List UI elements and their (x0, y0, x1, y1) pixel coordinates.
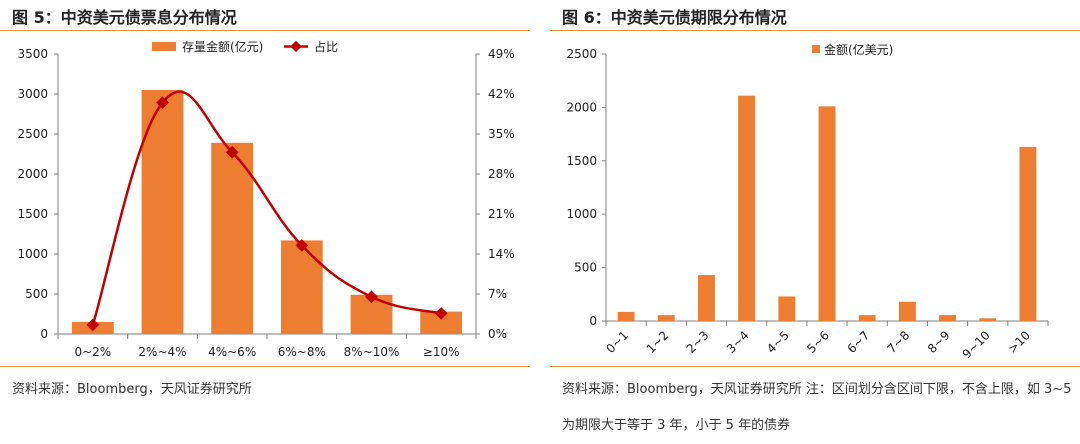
bar-amount (617, 311, 635, 321)
bar-amount (818, 106, 836, 321)
y-tick-label: 1500 (566, 154, 597, 168)
y-tick-label: 0 (589, 314, 597, 328)
bar-amount (898, 301, 916, 321)
bar-stock-amount (211, 142, 254, 334)
x-tick-label: 9~10 (960, 328, 993, 361)
figure-6-source: 资料来源：Bloomberg，天风证券研究所 注：区间划分含区间下限，不含上限，… (562, 382, 1072, 433)
bar-amount (657, 315, 675, 321)
bar-amount (979, 318, 997, 321)
figure-5-panel: 图 5：中资美元债票息分布情况 0 500 1000 1500 2000 2500 3000… (0, 0, 530, 430)
x-tick-label: 4~5 (764, 328, 792, 356)
share-point-marker (86, 318, 100, 332)
left-y-tick-label: 2500 (17, 127, 48, 141)
left-y-tick-label: 1000 (17, 247, 48, 261)
x-tick-label: 0~2% (74, 345, 111, 359)
x-tick-label: 8~9 (925, 328, 953, 356)
left-y-tick-label: 2000 (17, 167, 48, 181)
right-y-tick-label: 42% (488, 87, 515, 101)
bar-amount (698, 275, 715, 321)
legend-bar-swatch (152, 42, 176, 51)
share-point-marker (434, 307, 448, 320)
x-tick-label: 2%~4% (138, 345, 186, 359)
figure-6-bottom-rule (550, 366, 1080, 367)
figure-6-panel: 图 6：中资美元债期限分布情况 0 500 1000 1500 2000 2500 0~1 1… (550, 0, 1080, 433)
legend-swatch (812, 45, 820, 53)
x-tick-label: >10 (1005, 328, 1033, 356)
bar-amount (1019, 146, 1037, 321)
x-tick-label: 1~2 (644, 328, 672, 356)
legend-label: 金额(亿美元) (824, 42, 893, 57)
right-y-tick-label: 14% (488, 247, 515, 261)
legend-line-label: 占比 (314, 39, 338, 54)
share-point-marker (295, 239, 309, 252)
x-tick-label: ≥10% (423, 345, 460, 359)
figure-6-top-rule (550, 30, 1080, 31)
right-y-tick-label: 49% (488, 47, 515, 61)
bar-amount (778, 296, 796, 321)
x-tick-label: 0~1 (603, 328, 631, 356)
figure-5-top-rule (0, 30, 530, 31)
right-y-tick-label: 35% (488, 127, 515, 141)
coupon-distribution-chart: 0 500 1000 1500 2000 2500 3000 3500 0% 7% 14% 21% 28… (17, 39, 515, 359)
x-tick-label: 3~4 (724, 328, 752, 356)
left-y-tick-label: 500 (25, 287, 48, 301)
share-point-marker (365, 290, 378, 304)
bar-stock-amount (280, 240, 323, 334)
figure-6-title: 图 6：中资美元债期限分布情况 (562, 8, 787, 27)
y-tick-label: 2500 (566, 47, 597, 61)
left-y-tick-label: 3500 (17, 47, 48, 61)
legend-line-marker (290, 40, 302, 53)
bar-amount (858, 315, 876, 321)
right-y-tick-label: 21% (488, 207, 515, 221)
left-y-tick-label: 0 (40, 327, 48, 341)
x-tick-label: 6%~8% (278, 345, 326, 359)
figure-5-title: 图 5：中资美元债票息分布情况 (12, 8, 237, 27)
right-y-tick-label: 7% (488, 287, 507, 301)
x-tick-label: 5~6 (804, 328, 832, 356)
figure-5-source: 资料来源：Bloomberg，天风证券研究所 (12, 382, 252, 397)
x-tick-label: 7~8 (885, 328, 913, 356)
y-tick-label: 500 (574, 261, 597, 275)
left-y-tick-label: 3000 (17, 87, 48, 101)
y-tick-label: 1000 (566, 207, 597, 221)
bar-amount (939, 315, 956, 321)
x-tick-label: 6~7 (844, 328, 872, 356)
share-point-marker (225, 145, 239, 159)
x-tick-label: 4%~6% (208, 345, 256, 359)
left-y-tick-label: 1500 (17, 207, 48, 221)
x-tick-label: 2~3 (684, 328, 712, 356)
figure-5-bottom-rule (0, 366, 530, 367)
legend-bar-label: 存量金额(亿元) (182, 39, 263, 54)
x-tick-label: 8%~10% (344, 345, 400, 359)
maturity-distribution-chart: 0 500 1000 1500 2000 2500 0~1 1~2 2~3 3~4 4~5 5~6 6~… (566, 42, 1049, 361)
right-y-tick-label: 28% (488, 167, 515, 181)
right-y-tick-label: 0% (488, 327, 507, 341)
y-tick-label: 2000 (566, 100, 597, 114)
bar-stock-amount (420, 311, 463, 334)
bar-amount (738, 95, 756, 321)
share-point-marker (156, 96, 169, 109)
